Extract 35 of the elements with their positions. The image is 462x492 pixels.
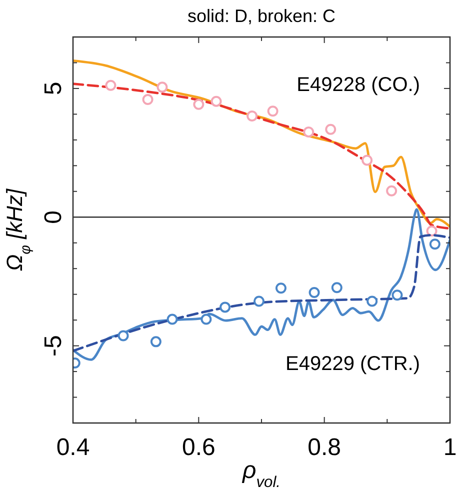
x-tick-label: 1 xyxy=(443,434,457,461)
point xyxy=(426,226,438,237)
annotation: E49228 (CO.) xyxy=(296,74,420,96)
point xyxy=(105,80,116,91)
point xyxy=(275,282,286,294)
point xyxy=(303,126,314,138)
point xyxy=(246,110,258,122)
point xyxy=(156,82,168,93)
x-tick-label: 0.4 xyxy=(56,434,90,461)
point xyxy=(308,287,320,298)
point xyxy=(118,330,129,342)
chart-title: solid: D, broken: C xyxy=(187,6,336,26)
point xyxy=(362,154,373,166)
point xyxy=(429,238,440,250)
y-tick-label: 5 xyxy=(40,82,67,96)
y-tick-label: 0 xyxy=(40,210,67,224)
point xyxy=(325,124,336,135)
point xyxy=(331,282,342,294)
point xyxy=(220,302,231,313)
point xyxy=(386,185,398,196)
point xyxy=(366,296,378,307)
x-tick-label: 0.6 xyxy=(182,434,216,461)
point xyxy=(142,94,154,106)
y-tick-label: -5 xyxy=(40,335,67,356)
point xyxy=(166,314,178,325)
x-axis-title: ρ$_{vol.}$ xyxy=(241,457,281,490)
annotation: E49229 (CTR.) xyxy=(286,353,420,375)
point xyxy=(253,296,264,307)
x-tick-label: 0.8 xyxy=(308,434,342,461)
point xyxy=(210,96,222,107)
point xyxy=(392,290,403,301)
point xyxy=(193,98,204,110)
point xyxy=(150,336,162,348)
point xyxy=(200,314,212,325)
point xyxy=(267,106,278,117)
